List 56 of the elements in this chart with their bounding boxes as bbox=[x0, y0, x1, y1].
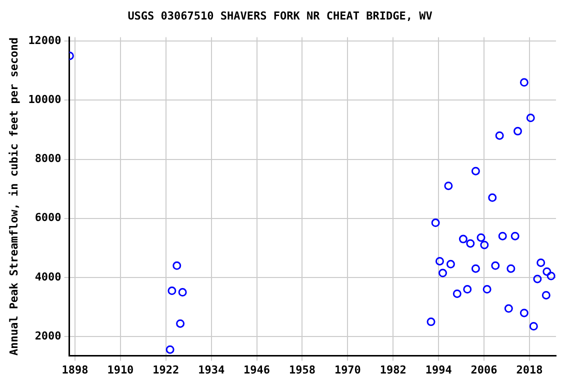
point bbox=[431, 218, 440, 228]
point bbox=[533, 274, 542, 284]
point bbox=[488, 193, 497, 202]
point bbox=[444, 182, 453, 190]
point bbox=[452, 289, 462, 298]
x-tick-label: 1970 bbox=[334, 363, 361, 376]
point bbox=[463, 285, 472, 294]
point bbox=[510, 232, 520, 240]
point bbox=[471, 264, 480, 273]
point bbox=[435, 256, 444, 266]
point bbox=[178, 288, 187, 297]
x-tick-label: 1922 bbox=[152, 363, 180, 376]
point bbox=[458, 234, 468, 244]
chart-title: USGS 03067510 SHAVERS FORK NR CHEAT BRIDGE, WV bbox=[128, 9, 433, 22]
point bbox=[426, 318, 436, 326]
x-tick-label: 2006 bbox=[470, 363, 498, 376]
x-tick-label: 1946 bbox=[244, 363, 270, 376]
y-tick-label: 8000 bbox=[34, 152, 62, 166]
x-tick-label: 1910 bbox=[107, 363, 134, 376]
point bbox=[491, 261, 500, 270]
point bbox=[498, 232, 507, 240]
point bbox=[526, 114, 535, 122]
y-tick-label: 4000 bbox=[34, 270, 62, 284]
point bbox=[438, 268, 448, 278]
x-tick-label: 1994 bbox=[425, 363, 452, 376]
point bbox=[504, 304, 513, 313]
point bbox=[446, 260, 455, 268]
point bbox=[466, 239, 475, 248]
y-tick-label: 6000 bbox=[34, 211, 62, 224]
x-tick-label: 1934 bbox=[198, 363, 225, 376]
point bbox=[546, 272, 556, 280]
point bbox=[506, 264, 516, 273]
x-tick-label: 2018 bbox=[516, 363, 543, 376]
x-tick-label: 1982 bbox=[380, 363, 406, 376]
x-tick-label: 1898 bbox=[62, 363, 88, 376]
point bbox=[513, 126, 522, 136]
point bbox=[166, 345, 174, 354]
point bbox=[482, 285, 492, 294]
point bbox=[471, 166, 480, 176]
y-tick-label: 10000 bbox=[28, 93, 62, 106]
point bbox=[536, 258, 546, 267]
point bbox=[495, 131, 504, 140]
point bbox=[542, 267, 552, 276]
point bbox=[520, 78, 528, 87]
point bbox=[476, 233, 486, 242]
y-axis-title: Annual Peak Streamflow, in cubic feet per second bbox=[7, 38, 20, 356]
point bbox=[172, 261, 182, 270]
y-tick-label: 12000 bbox=[28, 34, 62, 47]
x-tick-label: 1958 bbox=[288, 363, 316, 376]
point bbox=[542, 290, 550, 300]
point bbox=[480, 240, 489, 250]
point bbox=[529, 322, 538, 330]
point bbox=[176, 319, 185, 328]
point bbox=[168, 286, 176, 296]
y-tick-label: 2000 bbox=[34, 329, 62, 342]
point bbox=[520, 308, 528, 318]
